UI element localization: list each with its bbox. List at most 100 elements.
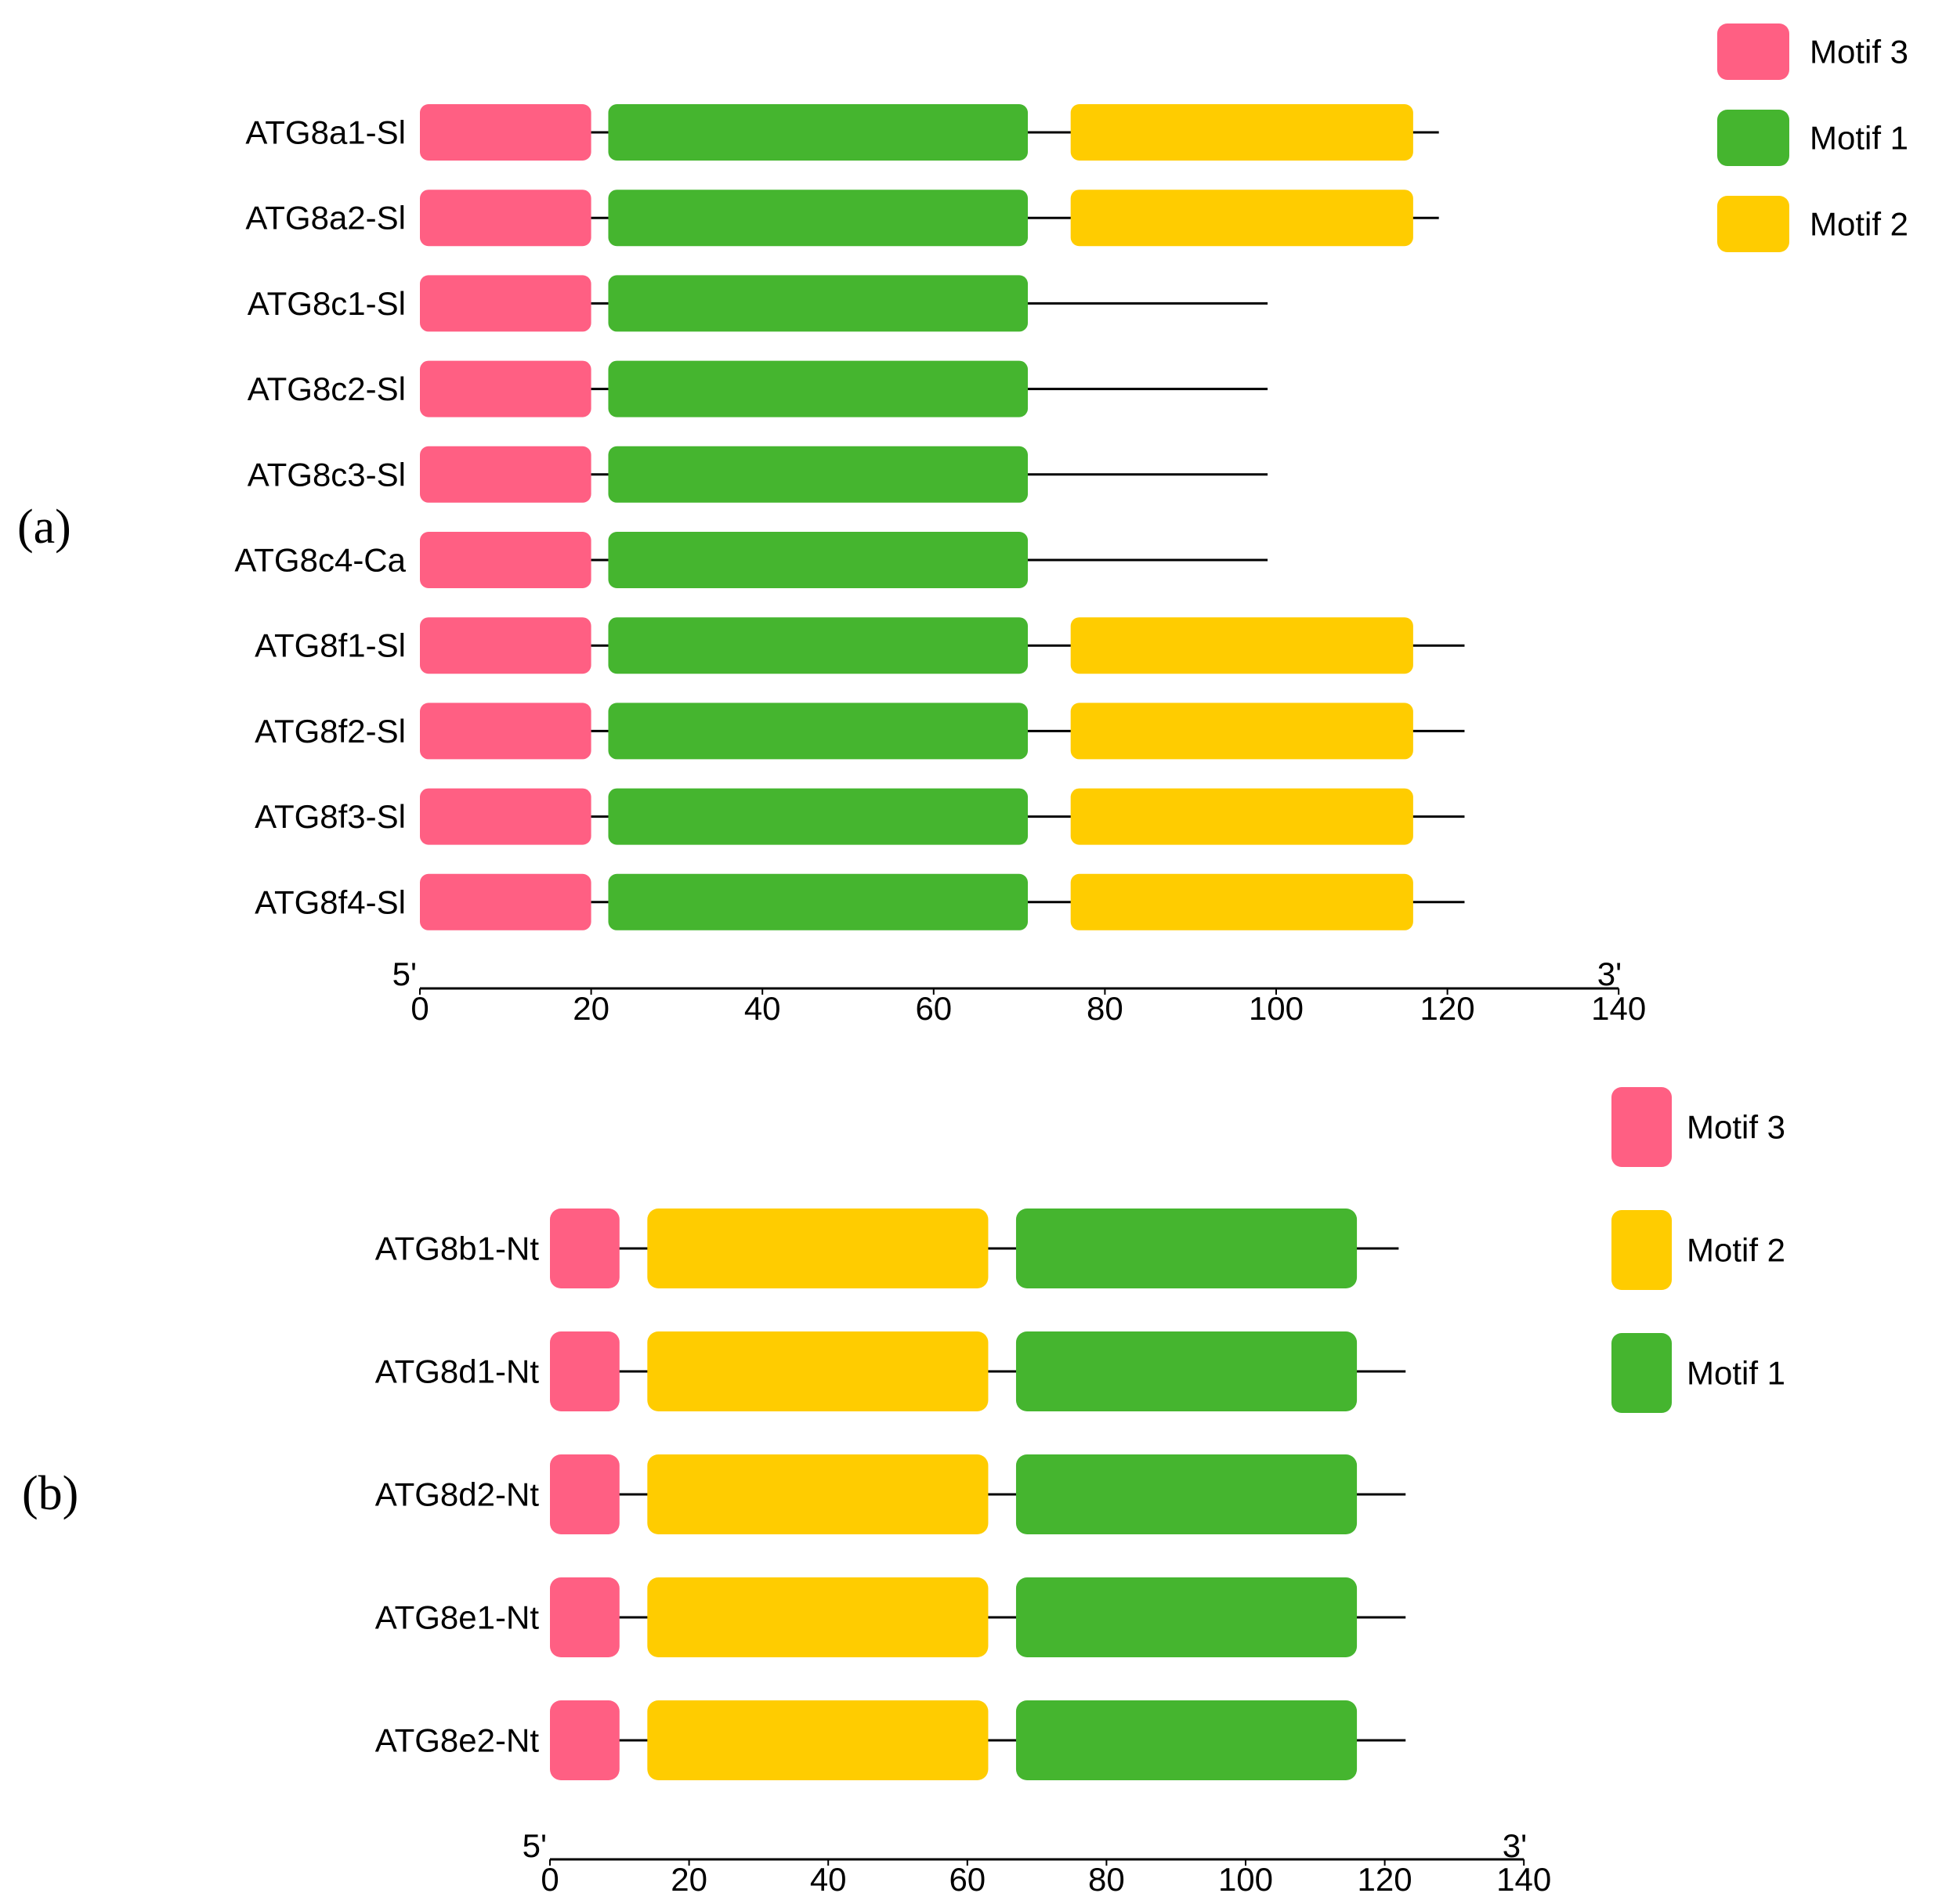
- motif-box-motif-3: [550, 1454, 620, 1534]
- motif-box-motif-1: [608, 532, 1029, 588]
- axis-tick-label: 100: [1218, 1861, 1273, 1898]
- motif-box-motif-3: [420, 104, 591, 161]
- motif-box-motif-2: [647, 1700, 989, 1780]
- motif-box-motif-3: [420, 446, 591, 503]
- motif-box-motif-3: [420, 360, 591, 417]
- motif-box-motif-2: [647, 1331, 989, 1411]
- axis-tick-label: 60: [915, 990, 952, 1027]
- panel-label: (b): [22, 1467, 78, 1520]
- motif-box-motif-2: [1070, 873, 1413, 930]
- motif-box-motif-3: [420, 873, 591, 930]
- gene-row-atg8f3-sl: ATG8f3-Sl: [255, 788, 1465, 845]
- legend-label: Motif 3: [1810, 34, 1908, 70]
- motif-box-motif-3: [550, 1209, 620, 1288]
- motif-box-motif-2: [1070, 703, 1413, 760]
- legend-label: Motif 1: [1810, 120, 1908, 157]
- gene-label: ATG8f2-Sl: [255, 713, 406, 750]
- motif-box-motif-3: [420, 617, 591, 674]
- panel-b: (b) ATG8b1-Nt ATG8d1-Nt ATG8d2-Nt ATG8e1-Nt A…: [22, 1087, 1785, 1898]
- axis-tick-label: 20: [573, 990, 609, 1027]
- axis-tick-label: 40: [810, 1861, 847, 1898]
- axis-5prime-label: 5': [523, 1827, 547, 1864]
- motif-box-motif-1: [1015, 1331, 1358, 1411]
- axis-tick-label: 80: [1088, 1861, 1125, 1898]
- axis-tick-label: 0: [411, 990, 429, 1027]
- gene-label: ATG8c1-Sl: [248, 285, 406, 322]
- gene-row-atg8e1-nt: ATG8e1-Nt: [375, 1577, 1406, 1657]
- legend: Motif 3 Motif 1 Motif 2: [1717, 23, 1908, 252]
- gene-label: ATG8f4-Sl: [255, 883, 406, 920]
- gene-row-atg8f2-sl: ATG8f2-Sl: [255, 703, 1465, 760]
- legend-swatch: [1717, 23, 1789, 80]
- legend-item-motif-1: Motif 1: [1717, 110, 1908, 166]
- axis-tick-label: 120: [1420, 990, 1475, 1027]
- gene-row-atg8d1-nt: ATG8d1-Nt: [375, 1331, 1406, 1411]
- gene-label: ATG8a2-Sl: [245, 200, 406, 237]
- motif-box-motif-1: [608, 617, 1029, 674]
- axis-tick-label: 60: [949, 1861, 986, 1898]
- gene-row-atg8c2-sl: ATG8c2-Sl: [248, 360, 1268, 417]
- gene-label: ATG8f3-Sl: [255, 798, 406, 835]
- position-axis: 0 20 40 60 80 100 120 140 5' 3': [392, 956, 1647, 1027]
- axis-tick-label: 0: [541, 1861, 559, 1898]
- panel-a: (a) ATG8a1-Sl ATG8a2-Sl ATG8c1-Sl ATG8c2-Sl A…: [17, 23, 1908, 1027]
- motif-box-motif-2: [647, 1209, 989, 1288]
- gene-row-atg8c3-sl: ATG8c3-Sl: [248, 446, 1268, 503]
- motif-box-motif-1: [608, 190, 1029, 247]
- motif-box-motif-2: [647, 1454, 989, 1534]
- legend-item-motif-1: Motif 1: [1611, 1333, 1785, 1413]
- gene-row-atg8c1-sl: ATG8c1-Sl: [248, 275, 1268, 332]
- motif-box-motif-1: [1015, 1454, 1358, 1534]
- motif-box-motif-2: [1070, 104, 1413, 161]
- gene-label: ATG8a1-Sl: [245, 114, 406, 151]
- motif-box-motif-2: [647, 1577, 989, 1657]
- legend-label: Motif 2: [1687, 1232, 1785, 1269]
- position-axis: 0 20 40 60 80 100 120 140 5' 3': [523, 1827, 1552, 1898]
- axis-tick-label: 80: [1087, 990, 1123, 1027]
- gene-row-atg8d2-nt: ATG8d2-Nt: [375, 1454, 1406, 1534]
- motif-box-motif-3: [420, 788, 591, 845]
- motif-box-motif-1: [608, 360, 1029, 417]
- motif-box-motif-1: [608, 788, 1029, 845]
- legend-swatch: [1611, 1210, 1672, 1290]
- motif-box-motif-3: [550, 1331, 620, 1411]
- motif-box-motif-2: [1070, 190, 1413, 247]
- motif-box-motif-2: [1070, 617, 1413, 674]
- motif-box-motif-1: [1015, 1209, 1358, 1288]
- gene-label: ATG8f1-Sl: [255, 627, 406, 664]
- axis-tick-label: 40: [744, 990, 781, 1027]
- axis-5prime-label: 5': [392, 956, 417, 992]
- motif-box-motif-3: [420, 275, 591, 332]
- motif-box-motif-1: [608, 275, 1029, 332]
- gene-label: ATG8b1-Nt: [375, 1230, 540, 1267]
- motif-box-motif-3: [420, 532, 591, 588]
- legend-item-motif-3: Motif 3: [1611, 1087, 1785, 1167]
- axis-tick-label: 140: [1591, 990, 1646, 1027]
- panel-label: (a): [17, 500, 71, 554]
- gene-row-atg8a2-sl: ATG8a2-Sl: [245, 190, 1439, 247]
- axis-3prime-label: 3': [1503, 1827, 1527, 1864]
- gene-row-atg8f1-sl: ATG8f1-Sl: [255, 617, 1465, 674]
- motif-box-motif-3: [550, 1577, 620, 1657]
- motif-box-motif-1: [608, 446, 1029, 503]
- gene-label: ATG8c2-Sl: [248, 370, 406, 407]
- motif-box-motif-1: [608, 873, 1029, 930]
- axis-tick-label: 20: [671, 1861, 707, 1898]
- gene-row-atg8c4-ca: ATG8c4-Ca: [234, 532, 1268, 588]
- motif-box-motif-1: [1015, 1700, 1358, 1780]
- motif-box-motif-2: [1070, 788, 1413, 845]
- gene-label: ATG8e1-Nt: [375, 1599, 540, 1636]
- motif-box-motif-1: [608, 703, 1029, 760]
- axis-3prime-label: 3': [1597, 956, 1622, 992]
- gene-label: ATG8d2-Nt: [375, 1476, 540, 1513]
- gene-row-atg8e2-nt: ATG8e2-Nt: [375, 1700, 1406, 1780]
- legend-item-motif-2: Motif 2: [1717, 196, 1908, 252]
- gene-label: ATG8d1-Nt: [375, 1353, 540, 1390]
- gene-row-atg8f4-sl: ATG8f4-Sl: [255, 873, 1465, 930]
- legend-label: Motif 3: [1687, 1109, 1785, 1146]
- legend-label: Motif 2: [1810, 206, 1908, 243]
- motif-box-motif-3: [420, 190, 591, 247]
- motif-box-motif-1: [608, 104, 1029, 161]
- legend-swatch: [1611, 1087, 1672, 1167]
